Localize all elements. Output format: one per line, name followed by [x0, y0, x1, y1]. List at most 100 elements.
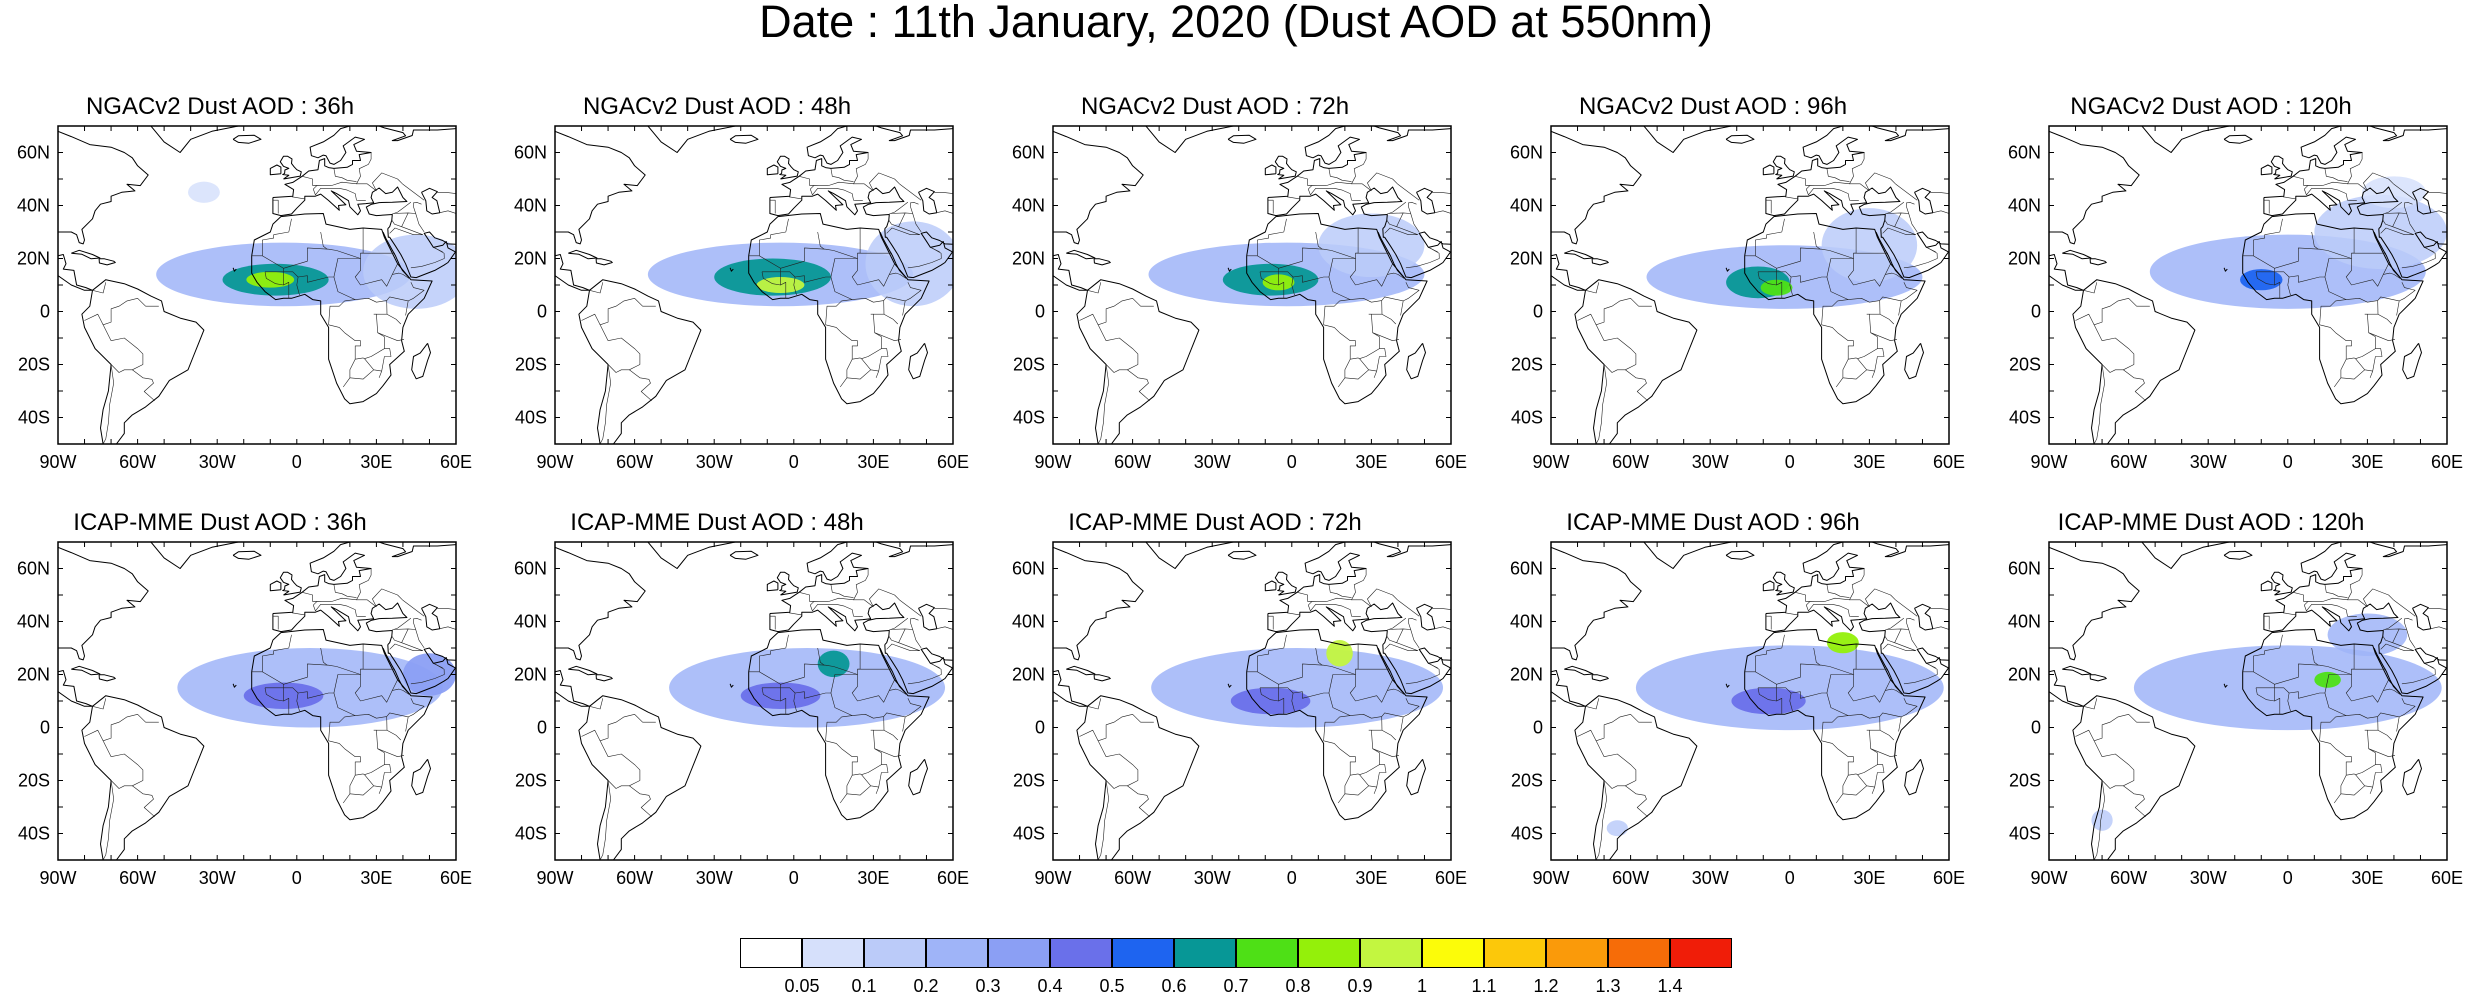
- lon-tick-label: 60W: [1114, 868, 1151, 888]
- coastline-path: [852, 729, 882, 776]
- coastline-path: [333, 584, 357, 598]
- coastline-path: [232, 683, 237, 688]
- coastline-path: [1367, 588, 1399, 608]
- map-panel: ICAP-MME Dust AOD : 96h 90W 60W 30W 0 30E 60E 6…: [1493, 508, 1965, 908]
- coastline-path: [302, 568, 372, 602]
- lon-tick-label: 0: [2283, 452, 2293, 472]
- coastline-path: [799, 568, 869, 602]
- lon-tick-label: 60E: [937, 452, 969, 472]
- coastline-path: [2319, 715, 2347, 741]
- coastline-path: [2263, 199, 2270, 214]
- lat-tick-label: 20S: [1511, 355, 1543, 375]
- coastline-path: [2347, 599, 2368, 608]
- coastline-path: [265, 687, 425, 719]
- coastline-path: [883, 716, 899, 741]
- coastline-path: [1813, 647, 1821, 666]
- coastline-path: [58, 254, 93, 291]
- coastline-path: [2101, 753, 2135, 789]
- colorbar-swatch: [926, 938, 988, 968]
- coastline-path: [1725, 134, 1755, 144]
- map-plot: 90W 60W 30W 0 30E 60E 60N 40N 20N 0 20S 40S: [1012, 541, 1467, 888]
- coastline-path: [830, 258, 858, 278]
- coastline-path: [1765, 602, 1901, 645]
- coastline-path: [1351, 599, 1372, 608]
- coastline-path: [2293, 152, 2363, 186]
- lon-tick-label: 0: [2283, 868, 2293, 888]
- lat-tick-label: 20N: [1012, 665, 1045, 685]
- coastline-path: [936, 626, 953, 630]
- coastline-path: [272, 615, 279, 630]
- lon-tick-label: 30E: [1355, 868, 1387, 888]
- coastline-path: [2373, 231, 2401, 279]
- coastline-path: [1434, 626, 1451, 630]
- coastline-path: [92, 282, 107, 294]
- lon-tick-label: 90W: [2030, 868, 2067, 888]
- coastline-path: [1784, 612, 1798, 616]
- coastline-path: [1821, 299, 1849, 325]
- coastline-path: [1847, 674, 1854, 702]
- coastline-path: [2340, 785, 2365, 796]
- coastline-path: [393, 201, 412, 214]
- coastline-path: [761, 684, 781, 702]
- map-content: [1551, 542, 1949, 860]
- coastline-path: [1603, 337, 1637, 373]
- coastline-path: [392, 272, 410, 279]
- coastline-path: [1903, 663, 1938, 685]
- coastline-path: [1267, 542, 1451, 614]
- coastline-path: [846, 785, 871, 796]
- coastline-path: [1870, 748, 1898, 757]
- lat-tick-label: 20S: [18, 771, 50, 791]
- coastline-path: [1789, 692, 1793, 712]
- coastline-path: [1372, 332, 1400, 341]
- coastline-path: [2363, 172, 2395, 192]
- coastline-path: [1885, 688, 1903, 695]
- coastline-path: [1849, 599, 1870, 608]
- coastline-path: [405, 716, 409, 732]
- coastline-path: [410, 698, 425, 707]
- coastline-path: [852, 313, 882, 360]
- coastline-path: [1127, 785, 1150, 818]
- coastline-path: [776, 155, 799, 180]
- lat-tick-label: 20N: [1510, 249, 1543, 269]
- coastline-path: [1564, 665, 1594, 676]
- coastline-path: [1884, 212, 1902, 227]
- coastline-path: [1297, 568, 1367, 602]
- coastline-path: [2260, 580, 2273, 592]
- coastline-path: [875, 348, 889, 378]
- coastline-path: [2223, 134, 2253, 144]
- coastline-path: [1882, 226, 1917, 235]
- coastline-path: [1879, 716, 1895, 741]
- coastline-path: [1757, 684, 1777, 702]
- coastline-path: [389, 642, 424, 651]
- coastline-path: [2355, 358, 2373, 372]
- coastline-path: [1551, 546, 1642, 661]
- coastline-path: [899, 184, 922, 201]
- coastline-path: [2412, 603, 2432, 631]
- coastline-path: [1097, 364, 1109, 444]
- coastline-path: [410, 663, 445, 685]
- coastline-path: [578, 279, 702, 444]
- coastline-path: [1359, 774, 1377, 788]
- lat-tick-label: 40N: [1510, 196, 1543, 216]
- coastline-path: [132, 785, 155, 818]
- lat-tick-label: 40S: [2009, 408, 2041, 428]
- coastline-path: [2319, 324, 2352, 388]
- coastline-path: [1367, 172, 1399, 192]
- coastline-path: [272, 186, 408, 229]
- coastline-path: [599, 714, 656, 757]
- coastline-path: [2401, 247, 2436, 269]
- coastline-path: [1551, 670, 1586, 707]
- coastline-path: [1405, 247, 1440, 269]
- coastline-path: [1381, 716, 1397, 741]
- coastline-path: [769, 126, 953, 198]
- coastline-path: [1885, 272, 1903, 279]
- coastline-path: [762, 687, 922, 719]
- coastline-path: [1278, 698, 1285, 715]
- colorbar-swatch: [1608, 938, 1670, 968]
- coastline-path: [1784, 196, 1798, 200]
- coastline-path: [411, 342, 431, 380]
- coastline-path: [1053, 254, 1088, 291]
- coastline-path: [264, 684, 284, 702]
- panel-title: ICAP-MME Dust AOD : 72h: [1068, 509, 1362, 536]
- coastline-path: [1591, 674, 1609, 682]
